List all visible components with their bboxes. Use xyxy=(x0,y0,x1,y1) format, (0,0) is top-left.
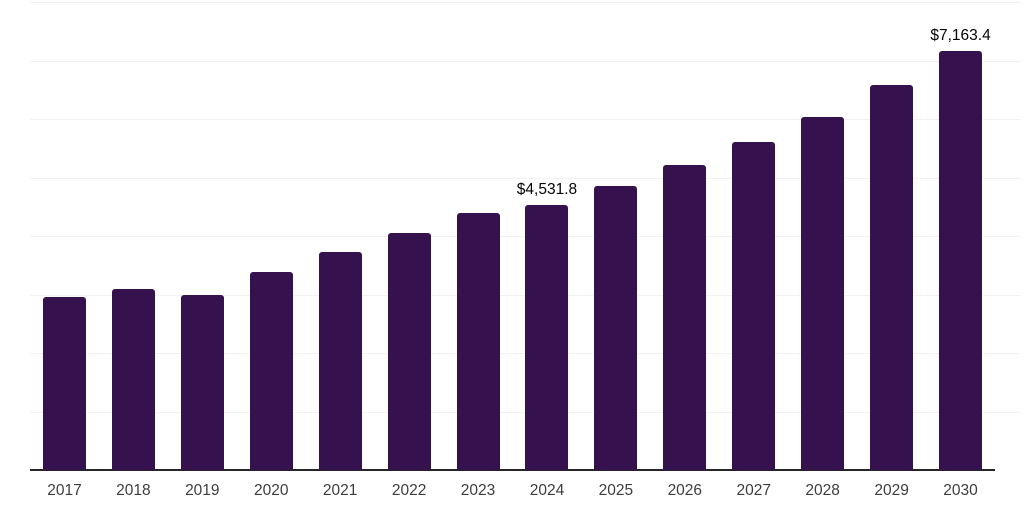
bar-value-label-2030: $7,163.4 xyxy=(930,27,991,44)
bar-slot-2026 xyxy=(650,2,719,470)
x-axis-line xyxy=(30,469,995,471)
bar-slot-2028 xyxy=(788,2,857,470)
bar-2030 xyxy=(939,51,983,470)
bar-slot-2021 xyxy=(306,2,375,470)
x-tick-label-2021: 2021 xyxy=(322,482,358,499)
bar-2023 xyxy=(456,213,500,470)
gridline xyxy=(30,2,1020,3)
gridline xyxy=(30,411,1020,413)
bar-slot-2020 xyxy=(237,2,306,470)
bar-value-label-2024: $4,531.8 xyxy=(516,181,578,198)
x-tick-label-2018: 2018 xyxy=(116,482,151,499)
bar-2026 xyxy=(663,165,707,470)
x-tick-label-2030: 2030 xyxy=(943,482,978,499)
x-tick-label-2027: 2027 xyxy=(736,482,771,499)
bar-slot-2023 xyxy=(444,2,513,470)
gridline xyxy=(30,236,1020,237)
bar-slot-2029 xyxy=(857,2,926,470)
bar-slot-2024 xyxy=(513,2,582,470)
bar-2020 xyxy=(249,272,293,470)
x-tick-label-2026: 2026 xyxy=(667,482,703,499)
x-tick-label-2023: 2023 xyxy=(460,482,496,499)
x-tick-label-2024: 2024 xyxy=(529,482,565,499)
x-tick-label-2022: 2022 xyxy=(391,482,427,499)
bar-slot-2027 xyxy=(719,2,788,470)
bar-2017 xyxy=(42,297,86,470)
bar-2019 xyxy=(180,295,224,470)
bar-slot-2019 xyxy=(168,2,237,470)
x-tick-label-2019: 2019 xyxy=(185,482,220,499)
bar-slot-2022 xyxy=(375,2,444,470)
bar-2027 xyxy=(732,142,776,470)
x-tick-label-2017: 2017 xyxy=(47,482,82,499)
bar-2028 xyxy=(801,117,845,470)
gridline xyxy=(30,177,1020,179)
x-tick-label-2029: 2029 xyxy=(874,482,909,499)
bar-slot-2025 xyxy=(581,2,650,470)
x-tick-label-2025: 2025 xyxy=(598,482,634,499)
bar-slot-2017 xyxy=(30,2,99,470)
bar-2029 xyxy=(870,85,914,470)
gridline xyxy=(30,119,1020,120)
bar-2018 xyxy=(111,289,155,470)
gridline xyxy=(30,294,1020,296)
bar-slot-2030 xyxy=(926,2,995,470)
gridline xyxy=(30,353,1020,354)
bar-2021 xyxy=(318,252,362,470)
bar-slot-2018 xyxy=(99,2,168,470)
gridline xyxy=(30,60,1020,62)
x-tick-label-2020: 2020 xyxy=(254,482,289,499)
x-tick-label-2028: 2028 xyxy=(805,482,840,499)
bar-2024 xyxy=(525,205,569,470)
bar-2025 xyxy=(594,186,638,470)
bar-2022 xyxy=(387,233,431,470)
